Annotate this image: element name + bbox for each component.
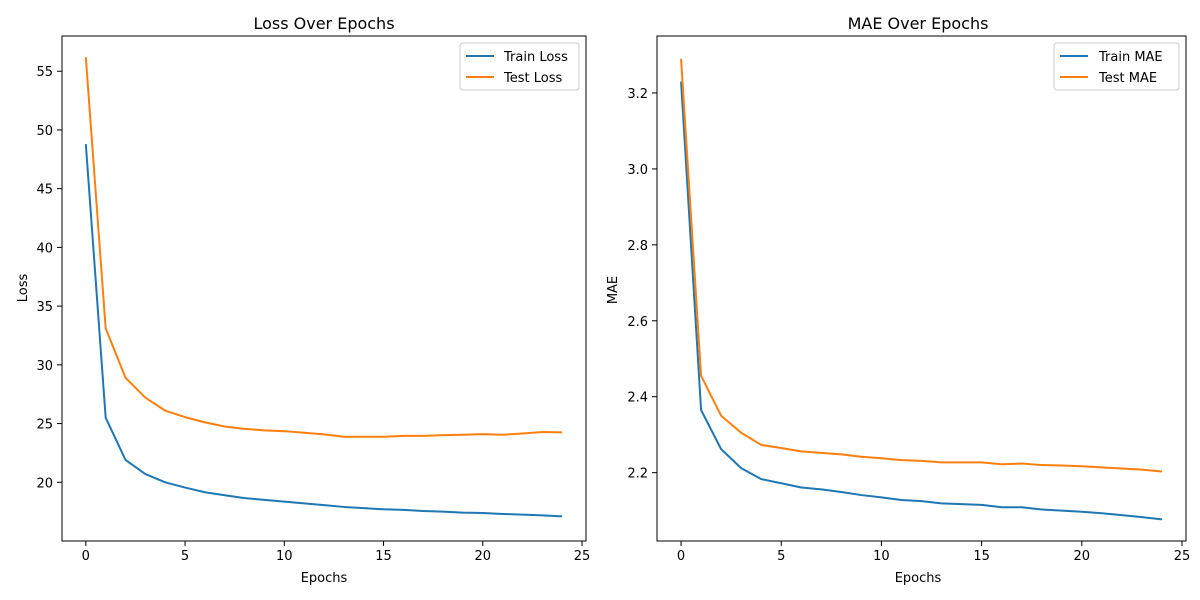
loss-plot-lines xyxy=(84,57,563,518)
mae-x-tick-label: 0 xyxy=(677,549,685,564)
mae-chart-title: MAE Over Epochs xyxy=(848,14,989,33)
mae-panel: 0 5 10 15 20 25 2.2 2.4 2.6 2.8 3.0 3.2 MAE Over E… xyxy=(606,14,1190,586)
loss-x-tick-label: 10 xyxy=(276,549,293,564)
legend-label-train-loss: Train Loss xyxy=(503,50,568,65)
loss-legend-box xyxy=(459,42,580,91)
mae-y-tick-label: 2.4 xyxy=(627,391,648,406)
mae-y-ticks: 2.2 2.4 2.6 2.8 3.0 3.2 xyxy=(627,87,657,482)
loss-y-tick-label: 40 xyxy=(36,241,53,256)
loss-y-tick-label: 50 xyxy=(36,124,53,139)
loss-y-tick-label: 30 xyxy=(36,359,53,374)
loss-axes-frame xyxy=(61,35,587,542)
loss-x-tick-label: 15 xyxy=(375,549,392,564)
loss-legend: Train Loss Test Loss xyxy=(459,42,580,91)
loss-panel: 0 5 10 15 20 25 20 25 30 35 40 45 50 55 Loss Over Ep… xyxy=(16,14,590,586)
legend-label-test-loss: Test Loss xyxy=(503,71,562,86)
series-line-test-mae xyxy=(680,58,1163,473)
legend-label-test-mae: Test MAE xyxy=(1098,71,1157,86)
loss-y-tick-label: 55 xyxy=(36,65,53,80)
mae-x-tick-label: 25 xyxy=(1174,549,1191,564)
mae-x-axis-label: Epochs xyxy=(895,571,942,586)
series-line-test-loss xyxy=(84,57,563,438)
legend-label-train-mae: Train MAE xyxy=(1098,50,1163,65)
loss-x-axis-label: Epochs xyxy=(301,571,348,586)
loss-y-tick-label: 25 xyxy=(36,418,53,433)
mae-y-tick-label: 2.6 xyxy=(627,315,648,330)
mae-x-tick-label: 15 xyxy=(973,549,990,564)
loss-y-axis-label: Loss xyxy=(16,274,31,303)
mae-x-tick-label: 10 xyxy=(873,549,890,564)
mae-axes-frame xyxy=(656,35,1187,542)
mae-x-ticks: 0 5 10 15 20 25 xyxy=(677,541,1190,564)
loss-chart-title: Loss Over Epochs xyxy=(253,14,394,33)
mae-y-axis-label: MAE xyxy=(606,276,621,304)
mae-x-tick-label: 20 xyxy=(1074,549,1091,564)
loss-x-tick-label: 0 xyxy=(82,549,90,564)
loss-x-tick-label: 5 xyxy=(181,549,189,564)
mae-plot-lines xyxy=(680,58,1163,521)
loss-x-ticks: 0 5 10 15 20 25 xyxy=(82,541,591,564)
loss-y-tick-label: 20 xyxy=(36,476,53,491)
mae-y-tick-label: 2.2 xyxy=(627,467,648,482)
loss-y-tick-label: 45 xyxy=(36,183,53,198)
mae-legend-box xyxy=(1053,42,1180,91)
mae-legend: Train MAE Test MAE xyxy=(1053,42,1180,91)
loss-x-tick-label: 25 xyxy=(574,549,591,564)
loss-y-tick-label: 35 xyxy=(36,300,53,315)
mae-y-tick-label: 2.8 xyxy=(627,239,648,254)
loss-y-ticks: 20 25 30 35 40 45 50 55 xyxy=(36,65,62,491)
loss-x-tick-label: 20 xyxy=(475,549,492,564)
series-line-train-loss xyxy=(84,143,563,518)
mae-y-tick-label: 3.0 xyxy=(627,163,648,178)
mae-y-tick-label: 3.2 xyxy=(627,87,648,102)
series-line-train-mae xyxy=(680,81,1163,521)
mae-x-tick-label: 5 xyxy=(777,549,785,564)
